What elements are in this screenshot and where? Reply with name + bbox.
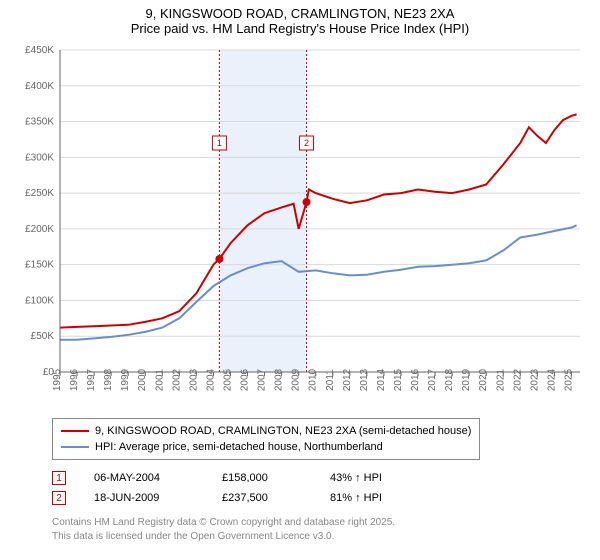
x-tick-label: 2021: [495, 368, 506, 391]
sale-marker-badge-text: 1: [217, 138, 222, 148]
x-tick-label: 2012: [342, 368, 353, 391]
x-tick-label: 2023: [529, 368, 540, 391]
x-tick-label: 2017: [427, 368, 438, 391]
y-tick-label: £150K: [25, 260, 54, 271]
marker-hpi: 43% ↑ HPI: [330, 472, 430, 484]
footnote-line-2: This data is licensed under the Open Gov…: [52, 530, 600, 544]
y-tick-label: £100K: [25, 295, 54, 306]
y-tick-label: £350K: [25, 117, 54, 128]
chart-area: £0£50K£100K£150K£200K£250K£300K£350K£400…: [10, 42, 590, 412]
legend-row: 9, KINGSWOOD ROAD, CRAMLINGTON, NE23 2XA…: [61, 423, 471, 439]
marker-price: £158,000: [222, 472, 302, 484]
legend-swatch: [61, 430, 89, 432]
y-tick-label: £450K: [25, 45, 54, 56]
x-tick-label: 2020: [478, 368, 489, 391]
chart-title-address: 9, KINGSWOOD ROAD, CRAMLINGTON, NE23 2XA: [0, 6, 600, 21]
markers-table: 1 06-MAY-2004 £158,000 43% ↑ HPI 2 18-JUN-200…: [52, 468, 600, 508]
chart-container: 9, KINGSWOOD ROAD, CRAMLINGTON, NE23 2XA…: [0, 0, 600, 560]
y-tick-label: £300K: [25, 152, 54, 163]
y-tick-label: £400K: [25, 81, 54, 92]
sale-marker-dot: [303, 198, 311, 206]
x-tick-label: 2007: [257, 368, 268, 391]
y-tick-label: £50K: [31, 331, 55, 342]
x-tick-label: 2005: [222, 368, 233, 391]
x-tick-label: 2015: [393, 368, 404, 391]
x-tick-label: 2004: [205, 368, 216, 391]
chart-svg: £0£50K£100K£150K£200K£250K£300K£350K£400…: [10, 42, 590, 412]
chart-title-sub: Price paid vs. HM Land Registry's House …: [0, 21, 600, 36]
legend-label: HPI: Average price, semi-detached house,…: [95, 441, 383, 453]
x-tick-label: 2000: [137, 368, 148, 391]
x-tick-label: 2009: [291, 368, 302, 391]
x-tick-label: 2010: [308, 368, 319, 391]
marker-row: 1 06-MAY-2004 £158,000 43% ↑ HPI: [52, 468, 600, 488]
x-tick-label: 1999: [120, 368, 131, 391]
sale-marker-badge-text: 2: [304, 138, 309, 148]
x-tick-label: 2022: [512, 368, 523, 391]
x-tick-label: 2025: [563, 368, 574, 391]
x-tick-label: 1997: [86, 368, 97, 391]
x-tick-label: 2013: [359, 368, 370, 391]
footnote: Contains HM Land Registry data © Crown c…: [52, 516, 600, 543]
marker-price: £237,500: [222, 492, 302, 504]
x-tick-label: 2016: [410, 368, 421, 391]
x-tick-label: 1998: [103, 368, 114, 391]
series-price_paid: [60, 114, 577, 327]
x-tick-label: 2018: [444, 368, 455, 391]
x-tick-label: 2006: [240, 368, 251, 391]
marker-date: 18-JUN-2009: [94, 492, 194, 504]
shaded-band: [219, 50, 306, 372]
x-tick-label: 2002: [171, 368, 182, 391]
x-tick-label: 2019: [461, 368, 472, 391]
legend-row: HPI: Average price, semi-detached house,…: [61, 439, 471, 455]
footnote-line-1: Contains HM Land Registry data © Crown c…: [52, 516, 600, 530]
marker-date: 06-MAY-2004: [94, 472, 194, 484]
marker-row: 2 18-JUN-2009 £237,500 81% ↑ HPI: [52, 488, 600, 508]
y-tick-label: £250K: [25, 188, 54, 199]
marker-hpi: 81% ↑ HPI: [330, 492, 430, 504]
x-tick-label: 2008: [274, 368, 285, 391]
x-tick-label: 2011: [325, 369, 336, 391]
marker-badge: 2: [52, 491, 66, 505]
y-tick-label: £200K: [25, 224, 54, 235]
legend-box: 9, KINGSWOOD ROAD, CRAMLINGTON, NE23 2XA…: [52, 418, 480, 460]
x-tick-label: 1995: [52, 368, 63, 391]
marker-badge: 1: [52, 471, 66, 485]
x-tick-label: 2001: [154, 368, 165, 391]
title-block: 9, KINGSWOOD ROAD, CRAMLINGTON, NE23 2XA…: [0, 0, 600, 38]
x-tick-label: 2003: [188, 368, 199, 391]
x-tick-label: 1996: [69, 368, 80, 391]
x-tick-label: 2024: [546, 368, 557, 391]
legend-label: 9, KINGSWOOD ROAD, CRAMLINGTON, NE23 2XA…: [95, 425, 471, 437]
x-tick-label: 2014: [376, 368, 387, 391]
legend-swatch: [61, 446, 89, 448]
sale-marker-dot: [215, 255, 223, 263]
